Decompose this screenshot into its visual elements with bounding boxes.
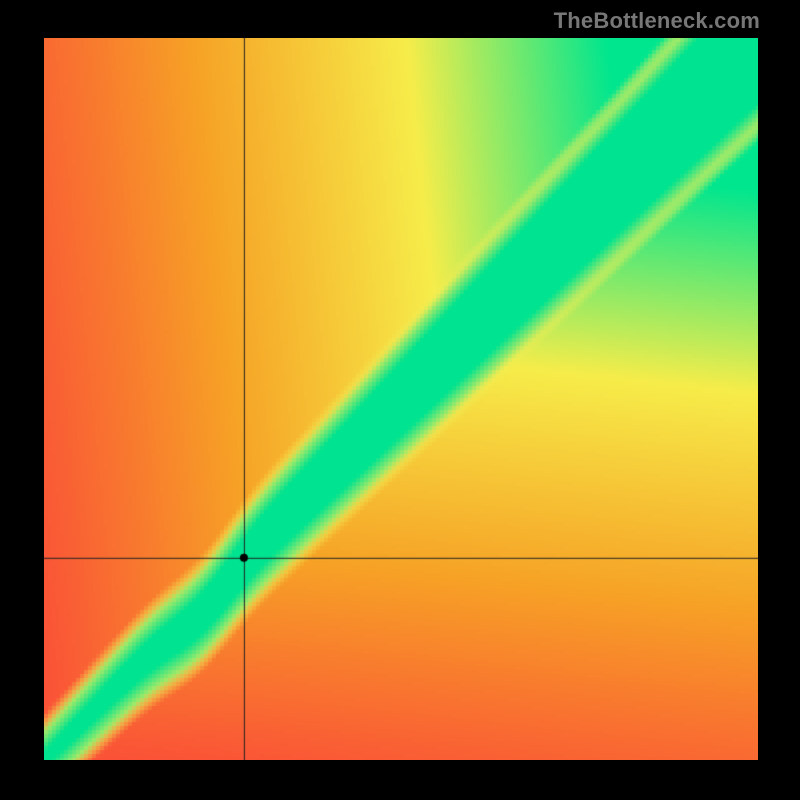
chart-frame: TheBottleneck.com — [0, 0, 800, 800]
watermark-text: TheBottleneck.com — [554, 8, 760, 34]
bottleneck-heatmap — [44, 38, 758, 760]
